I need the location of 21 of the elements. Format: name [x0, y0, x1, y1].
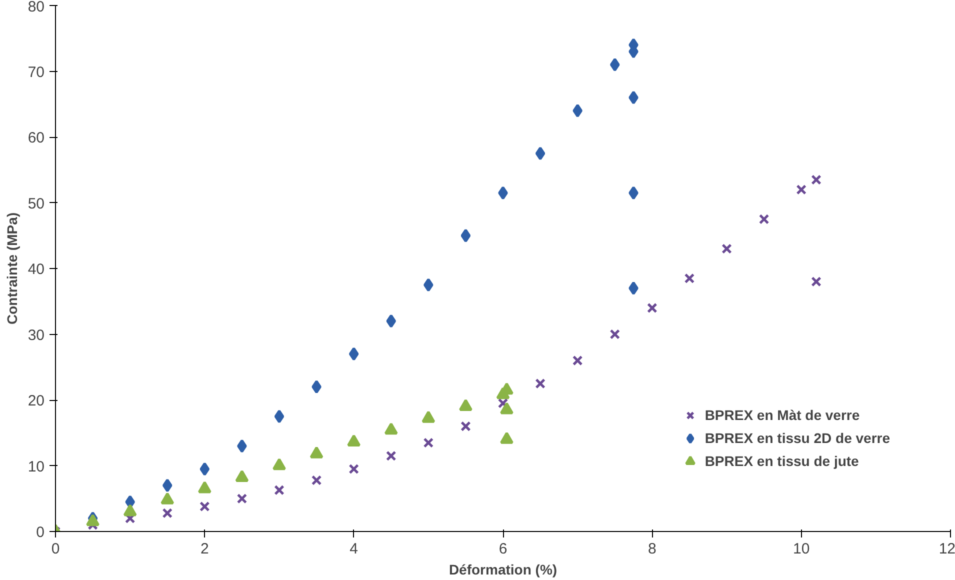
y-tick-label: 50: [28, 195, 45, 212]
y-tick-label: 10: [28, 458, 45, 476]
x-tick-label: 4: [350, 540, 358, 558]
x-tick-label: 0: [51, 540, 60, 558]
y-tick-label: 80: [28, 0, 45, 16]
y-tick-label: 60: [28, 130, 45, 146]
x-axis-title: Déformation (%): [448, 562, 558, 578]
x-tick-label: 2: [200, 540, 209, 558]
x-tick-label: 8: [648, 540, 656, 558]
x-tick-label: 12: [938, 540, 955, 558]
x-tick-label: 10: [792, 540, 810, 558]
y-tick-label: 70: [28, 64, 45, 81]
y-axis-title: Contrainte (MPa): [4, 212, 20, 324]
x-tick-label: 6: [498, 540, 508, 558]
y-tick-label: 30: [28, 326, 45, 344]
legend-label: BPREX en tissu 2D de verre: [704, 430, 890, 446]
legend-label: BPREX en Màt de verre: [704, 407, 860, 423]
legend-label: BPREX en tissu de jute: [704, 453, 859, 469]
y-tick-label: 40: [28, 261, 45, 278]
y-tick-label: 20: [28, 392, 45, 410]
y-tick-label: 0: [36, 524, 44, 541]
